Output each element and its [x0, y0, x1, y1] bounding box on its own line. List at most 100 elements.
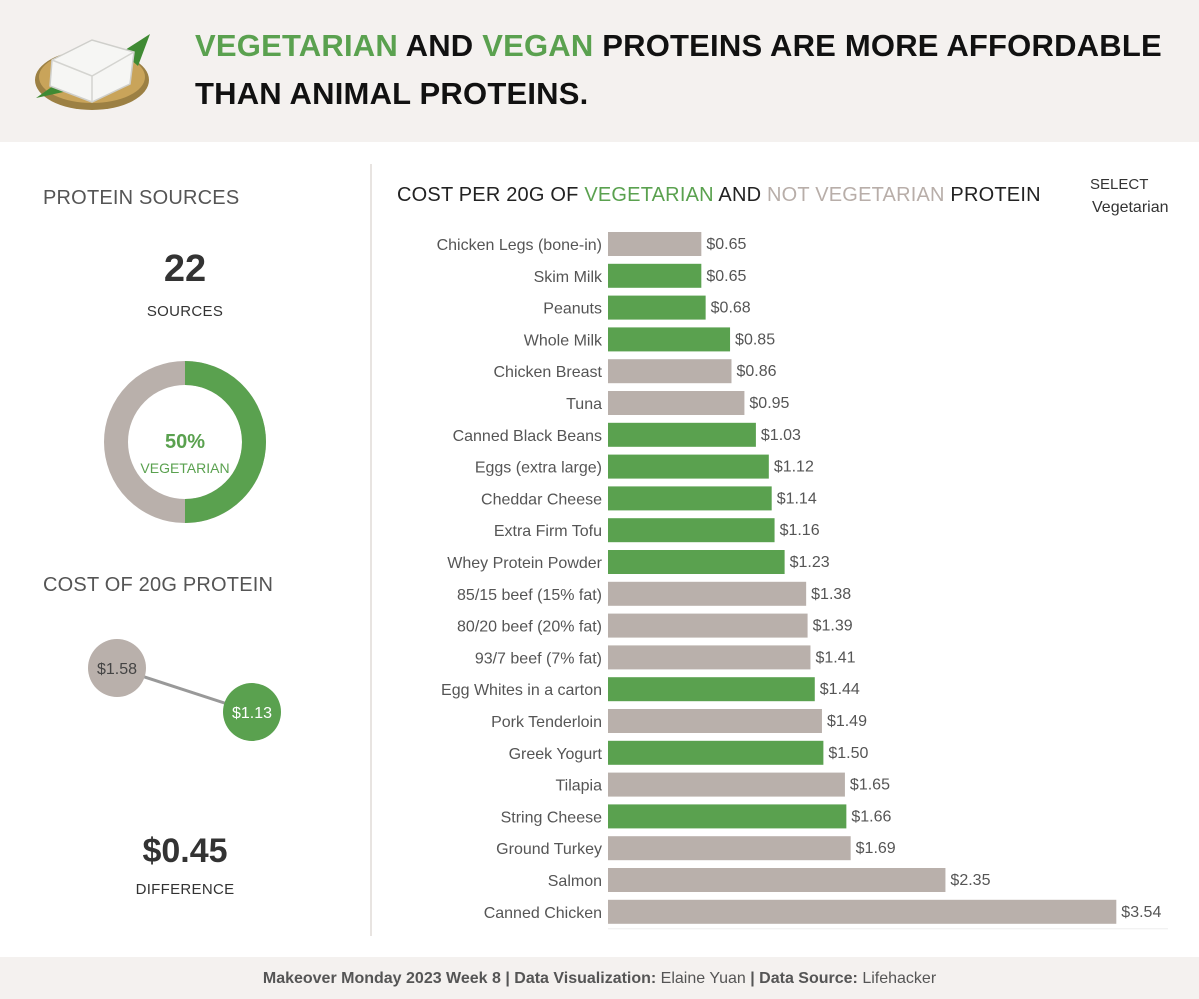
bar-value-label: $1.50 [828, 745, 868, 762]
bar-value-label: $1.38 [811, 586, 851, 603]
category-label: Canned Black Beans [453, 428, 602, 445]
bar-value-label: $1.41 [815, 649, 855, 666]
category-label: Eggs (extra large) [475, 460, 602, 477]
bar[interactable] [608, 645, 811, 670]
title-vegetarian: VEGETARIAN [195, 28, 398, 63]
bar[interactable] [608, 391, 745, 415]
tofu-block-icon [35, 34, 150, 110]
veg-cost-label: $1.13 [232, 705, 272, 722]
chart-title-part: COST PER 20G OF [397, 184, 585, 206]
bar[interactable] [608, 359, 732, 384]
vegetarian-donut: 50% VEGETARIAN [104, 361, 266, 523]
footer: Makeover Monday 2023 Week 8 | Data Visua… [0, 957, 1199, 999]
bar-value-label: $1.65 [850, 777, 890, 794]
sources-label: SOURCES [146, 303, 224, 320]
category-label: Whey Protein Powder [447, 555, 602, 572]
bar-value-label: $3.54 [1121, 904, 1161, 921]
nonveg-cost-label: $1.58 [97, 661, 137, 678]
category-label: Tilapia [555, 778, 602, 795]
chart-title: COST PER 20G OF VEGETARIAN AND NOT VEGET… [397, 184, 1041, 207]
bar-value-label: $0.65 [706, 236, 746, 253]
donut-label: VEGETARIAN [140, 460, 229, 476]
chart-title-part: AND [713, 184, 768, 206]
bar-value-label: $0.85 [735, 331, 775, 348]
bar[interactable] [608, 454, 769, 479]
panel-divider [370, 164, 372, 936]
bar[interactable] [608, 518, 775, 543]
bar[interactable] [608, 232, 702, 256]
cost-title: COST OF 20G PROTEIN [43, 574, 274, 596]
chart-title-vegetarian: VEGETARIAN [584, 184, 714, 206]
bar[interactable] [608, 263, 702, 288]
bar-value-label: $0.86 [736, 363, 776, 380]
footer-credit-label: Makeover Monday 2023 Week 8 | Data Visua… [262, 970, 657, 987]
category-label: Cheddar Cheese [481, 491, 602, 508]
bar-value-label: $1.14 [777, 490, 817, 507]
select-filter-value[interactable]: Vegetarian [1092, 199, 1169, 216]
category-label: Canned Chicken [484, 905, 602, 922]
bar[interactable] [608, 550, 785, 574]
bar-value-label: $2.35 [950, 872, 990, 889]
footer-author: Elaine Yuan [656, 970, 751, 987]
cost-dumbbell: $1.58 $1.13 [88, 639, 281, 741]
category-label: Ground Turkey [496, 841, 602, 858]
sources-count: 22 [163, 248, 207, 290]
bar-value-label: $1.49 [827, 713, 867, 730]
category-label: Extra Firm Tofu [494, 523, 602, 540]
bar-value-label: $1.23 [790, 554, 830, 571]
bar[interactable] [608, 709, 822, 733]
title-vegan: VEGAN [482, 28, 594, 63]
category-label: Greek Yogurt [509, 746, 603, 763]
bar[interactable] [608, 613, 808, 638]
bar-value-label: $1.16 [780, 522, 820, 539]
bar[interactable] [608, 772, 845, 797]
bar[interactable] [608, 295, 706, 320]
donut-percent: 50% [165, 431, 205, 453]
bar-value-label: $0.65 [706, 268, 746, 285]
chart-title-part: PROTEIN [944, 184, 1041, 206]
bar[interactable] [608, 740, 824, 765]
page-title: VEGETARIAN AND VEGAN PROTEINS ARE MORE A… [195, 22, 1185, 118]
category-label: Peanuts [543, 301, 602, 318]
category-label: 93/7 beef (7% fat) [475, 650, 602, 667]
footer-source: Lifehacker [857, 970, 937, 987]
bar-chart: Chicken Legs (bone-in) $0.65 Skim Milk $0.6… [437, 232, 1168, 930]
bar[interactable] [608, 836, 851, 861]
category-label: 85/15 beef (15% fat) [457, 587, 602, 604]
bar-value-label: $1.39 [813, 618, 853, 635]
category-label: Salmon [548, 873, 602, 890]
bar-value-label: $0.95 [749, 395, 789, 412]
select-filter-label: SELECT [1090, 176, 1149, 193]
bar[interactable] [608, 581, 807, 606]
title-rest: PROTEINS ARE MORE AFFORDABLE THAN ANIMAL… [195, 28, 1162, 111]
bar-value-label: $1.03 [761, 427, 801, 444]
category-label: Tuna [566, 396, 602, 413]
veg-cost-dot [223, 683, 281, 741]
category-label: Chicken Breast [494, 364, 603, 381]
bar[interactable] [608, 868, 946, 892]
category-label: 80/20 beef (20% fat) [457, 619, 602, 636]
difference-value: $0.45 [142, 832, 228, 870]
bar-value-label: $0.68 [711, 300, 751, 317]
bar[interactable] [608, 486, 772, 511]
bar[interactable] [608, 677, 815, 702]
bar[interactable] [608, 804, 847, 829]
bar-value-label: $1.44 [820, 681, 860, 698]
category-label: Chicken Legs (bone-in) [437, 237, 602, 254]
category-label: Egg Whites in a carton [441, 682, 602, 699]
category-label: Skim Milk [534, 269, 603, 286]
category-label: Whole Milk [524, 332, 603, 349]
bar-value-label: $1.69 [856, 840, 896, 857]
difference-label: DIFFERENCE [135, 881, 235, 898]
left-panel: PROTEIN SOURCES 22 SOURCES 50% VEGETARIA… [0, 150, 370, 950]
category-label: Pork Tenderloin [491, 714, 602, 731]
bar[interactable] [608, 327, 731, 352]
title-and: AND [397, 28, 483, 63]
category-label: String Cheese [501, 809, 602, 826]
bar-value-label: $1.12 [774, 459, 814, 476]
bar[interactable] [608, 899, 1117, 924]
cost-bar-chart-panel: COST PER 20G OF VEGETARIAN AND NOT VEGET… [380, 164, 1199, 944]
header: VEGETARIAN AND VEGAN PROTEINS ARE MORE A… [0, 0, 1199, 142]
bar[interactable] [608, 422, 756, 447]
donut-arc-vegetarian [184, 361, 266, 523]
